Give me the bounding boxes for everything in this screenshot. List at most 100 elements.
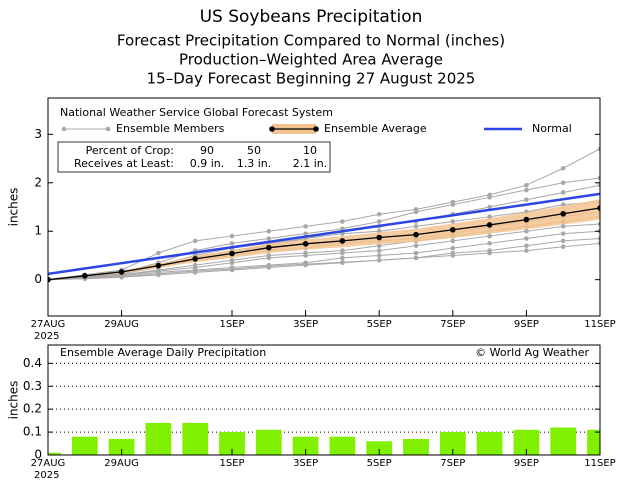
x-tick-label: 9SEP	[514, 458, 539, 469]
ensemble-member-line	[48, 230, 600, 281]
ensemble-member-point	[229, 233, 235, 239]
subtitle: Production–Weighted Area Average	[179, 51, 443, 69]
precip-chart: 0 1 2 3 27AUG 29AUG 1SEP 3SEP 5SEP 7SEP 9SEP 11SEP 2…	[7, 97, 616, 342]
plot-area	[48, 146, 600, 283]
ensemble-member-point	[560, 238, 566, 244]
ensemble-member-point	[524, 236, 529, 241]
average-point	[229, 250, 235, 257]
ensemble-member-point	[450, 238, 456, 244]
ensemble-member-point	[524, 228, 529, 234]
ensemble-member-point	[524, 243, 529, 249]
ensemble-member-point	[340, 255, 345, 261]
y-tick-label: 0.4	[23, 356, 42, 370]
table-label: Receives at Least:	[74, 157, 174, 170]
ensemble-member-point	[413, 224, 419, 229]
ensemble-member-point	[229, 241, 235, 246]
table-value: 2.1 in.	[293, 157, 328, 170]
ensemble-member-point	[229, 260, 235, 266]
x-year-label: 2025	[34, 331, 59, 342]
y-tick-label: 2	[34, 175, 42, 189]
crop-table-box	[57, 141, 331, 173]
ensemble-member-point	[376, 248, 382, 253]
x-tick-label: 5SEP	[367, 458, 392, 469]
ensemble-member-point	[413, 209, 419, 215]
average-point	[266, 244, 272, 251]
legend-label: Normal	[532, 122, 572, 135]
average-point	[376, 234, 383, 241]
ensemble-member-point	[266, 265, 272, 270]
average-point	[155, 262, 162, 269]
ensemble-member-point	[376, 257, 382, 263]
ensemble-member-point	[376, 243, 382, 249]
x-tick-label: 7SEP	[440, 458, 465, 469]
source-label: National Weather Service Global Forecast…	[60, 106, 333, 119]
ensemble-member-point	[524, 197, 529, 203]
series-line	[48, 192, 600, 276]
x-tick-label: 1SEP	[219, 458, 244, 469]
bar	[48, 452, 61, 455]
bar	[108, 438, 135, 455]
ensemble-member-point	[303, 262, 308, 268]
legend-swatch	[105, 126, 111, 132]
ensemble-member-point	[597, 175, 600, 181]
plot-area	[48, 362, 600, 455]
bar	[403, 438, 429, 455]
ensemble-member-point	[340, 250, 345, 256]
legend-label: Ensemble Members	[116, 122, 225, 135]
x-tick-label: 3SEP	[293, 458, 318, 469]
ensemble-member-point	[597, 221, 600, 227]
ensemble-member-point	[560, 165, 566, 171]
y-tick-label: 0.1	[23, 425, 42, 439]
bar	[145, 422, 172, 455]
ensemble-member-point	[487, 241, 492, 246]
y-tick-label: 0.2	[23, 402, 42, 416]
ensemble-member-line	[48, 237, 600, 281]
average-point	[486, 222, 493, 228]
y-axis-label: inches	[7, 188, 21, 227]
ensemble-member-point	[376, 219, 382, 224]
legend-swatch	[61, 126, 67, 132]
x-tick-label: 5SEP	[367, 319, 392, 330]
bar	[476, 432, 503, 455]
x-tick-label: 29AUG	[104, 319, 139, 330]
x-tick-label: 9SEP	[514, 319, 539, 330]
y-tick-label: 0.3	[23, 379, 42, 393]
average-point	[82, 272, 88, 279]
series-line	[48, 207, 600, 281]
average-point	[413, 231, 419, 238]
table-value: 0.9 in.	[190, 157, 225, 170]
ensemble-member-point	[560, 180, 566, 186]
ensemble-member-point	[340, 260, 345, 266]
x-year-label: 2025	[34, 470, 59, 481]
y-tick-label: 1	[34, 224, 42, 238]
average-point	[597, 205, 600, 211]
ensemble-member-point	[487, 214, 492, 219]
average-point	[560, 210, 566, 217]
ensemble-member-point	[413, 243, 419, 249]
y-tick-label: 0	[34, 272, 42, 286]
bar	[329, 436, 356, 455]
chart-title: Ensemble Average Daily Precipitation	[60, 346, 266, 359]
ensemble-member-point	[560, 224, 566, 229]
x-tick-label: 3SEP	[293, 319, 318, 330]
x-tick-label: 29AUG	[104, 458, 139, 469]
legend-swatch	[269, 126, 275, 132]
y-tick-label: 0	[34, 448, 42, 462]
ensemble-member-point	[487, 233, 492, 239]
ensemble-member-point	[303, 224, 308, 229]
spread-band	[48, 199, 600, 280]
x-tick-label: 11SEP	[584, 458, 615, 469]
ensemble-member-point	[524, 182, 529, 188]
ensemble-member-point	[524, 248, 529, 253]
average-point	[302, 241, 309, 247]
ensemble-member-point	[597, 182, 600, 188]
ensemble-member-point	[376, 253, 382, 258]
ensemble-member-point	[413, 250, 419, 256]
x-tick-label: 11SEP	[584, 319, 615, 330]
plot-frame	[47, 344, 601, 456]
ensemble-member-point	[560, 244, 566, 250]
daily-chart: 0 0.1 0.2 0.3 0.4 27AUG 29AUG 1SEP 3SEP 5SEP 7SEP 9…	[7, 344, 616, 481]
y-tick-label: 3	[34, 127, 42, 141]
chart-title: US Soybeans Precipitation	[200, 7, 423, 27]
